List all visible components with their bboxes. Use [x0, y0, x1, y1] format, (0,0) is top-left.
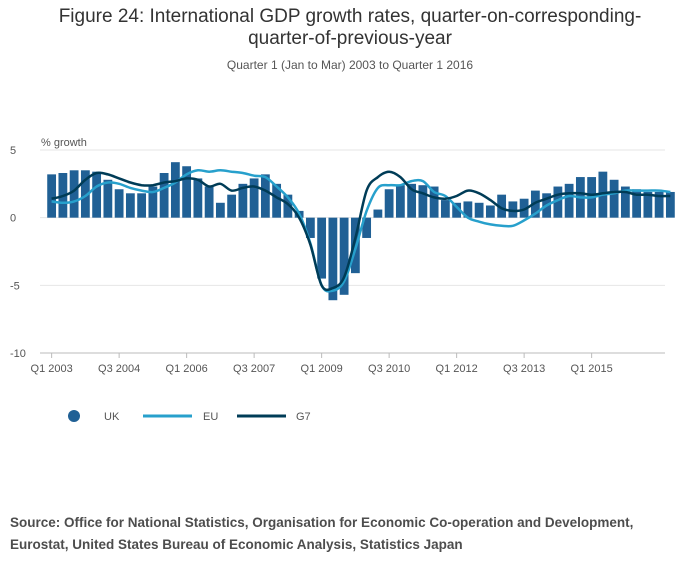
uk-bar — [654, 191, 664, 218]
y-axis-ticks: 5 0 -5 -10 — [10, 145, 26, 360]
uk-bar — [384, 189, 394, 218]
x-tick-label: Q3 2004 — [98, 363, 140, 375]
uk-bar — [632, 189, 642, 218]
uk-bar — [609, 179, 619, 218]
chart-subtitle: Quarter 1 (Jan to Mar) 2003 to Quarter 1… — [226, 58, 474, 72]
uk-bar — [283, 194, 293, 218]
source-note: Source: Office for National Statistics, … — [10, 515, 634, 552]
uk-bar — [643, 191, 653, 218]
chart-title-line-1: Figure 24: International GDP growth rate… — [58, 6, 642, 27]
uk-bar — [215, 202, 225, 218]
uk-bar — [125, 193, 135, 218]
y-tick-label: 0 — [10, 213, 16, 225]
uk-bar — [227, 194, 237, 218]
uk-bar — [497, 194, 507, 218]
uk-bar — [182, 166, 192, 218]
y-axis-label: % growth — [41, 137, 87, 149]
uk-bar — [317, 217, 327, 279]
uk-bar — [193, 178, 203, 218]
chart-canvas: 5 0 -5 -10 % growth Q1 2003 Q3 2004 Q1 2006 Q3… — [10, 137, 675, 423]
uk-bar — [339, 217, 349, 295]
x-tick-label: Q1 2009 — [301, 363, 343, 375]
x-tick-label: Q3 2013 — [503, 363, 545, 375]
uk-bar — [407, 183, 417, 218]
uk-bar — [485, 205, 495, 218]
uk-bar — [272, 183, 282, 218]
legend-uk-label: UK — [104, 411, 120, 423]
uk-bar — [373, 209, 383, 218]
uk-bar — [159, 173, 169, 218]
uk-bar — [463, 201, 473, 218]
uk-bar — [69, 170, 79, 218]
x-tick-label: Q1 2006 — [166, 363, 208, 375]
uk-bar — [553, 186, 563, 218]
x-tick-label: Q3 2007 — [233, 363, 275, 375]
uk-bar — [137, 193, 147, 218]
uk-bar — [103, 179, 113, 218]
eu-line — [51, 168, 671, 293]
uk-bar — [92, 171, 102, 218]
legend-g7-label: G7 — [296, 411, 311, 423]
x-tick-label: Q1 2015 — [571, 363, 613, 375]
uk-bar — [564, 183, 574, 218]
uk-bar — [114, 189, 124, 218]
y-tick-label: -10 — [10, 348, 26, 360]
uk-bar — [395, 185, 405, 218]
uk-bar — [238, 183, 248, 218]
series-lines — [51, 168, 671, 293]
uk-bar — [429, 186, 439, 218]
uk-bar — [148, 186, 158, 218]
uk-bar — [452, 202, 462, 218]
uk-bar — [665, 191, 675, 218]
uk-bar — [362, 217, 372, 238]
uk-bar — [170, 162, 180, 218]
uk-bar — [260, 174, 270, 218]
x-tick-label: Q1 2012 — [436, 363, 478, 375]
g7-line — [51, 170, 671, 292]
uk-bar — [508, 201, 518, 218]
uk-bar — [474, 202, 484, 218]
y-tick-label: 5 — [10, 145, 16, 157]
uk-bar — [204, 186, 214, 218]
legend-eu-label: EU — [203, 411, 218, 423]
uk-bar — [440, 200, 450, 218]
legend-uk-marker — [68, 410, 80, 422]
uk-bar — [305, 217, 315, 238]
x-tick-label: Q3 2010 — [368, 363, 410, 375]
chart-title-line-2: quarter-of-previous-year — [248, 28, 452, 49]
uk-bar — [249, 178, 259, 218]
x-axis: Q1 2003 Q3 2004 Q1 2006 Q3 2007 Q1 2009 Q3 20… — [31, 352, 665, 375]
uk-bar — [47, 174, 57, 218]
uk-bar — [620, 186, 630, 218]
x-tick-label: Q1 2003 — [31, 363, 73, 375]
uk-bar — [328, 217, 338, 301]
y-tick-label: -5 — [10, 280, 20, 292]
uk-bar — [80, 170, 90, 218]
chart-title: Figure 24: International GDP growth rate… — [0, 6, 700, 50]
uk-bar — [418, 185, 428, 218]
legend: UK EU G7 — [68, 410, 311, 423]
